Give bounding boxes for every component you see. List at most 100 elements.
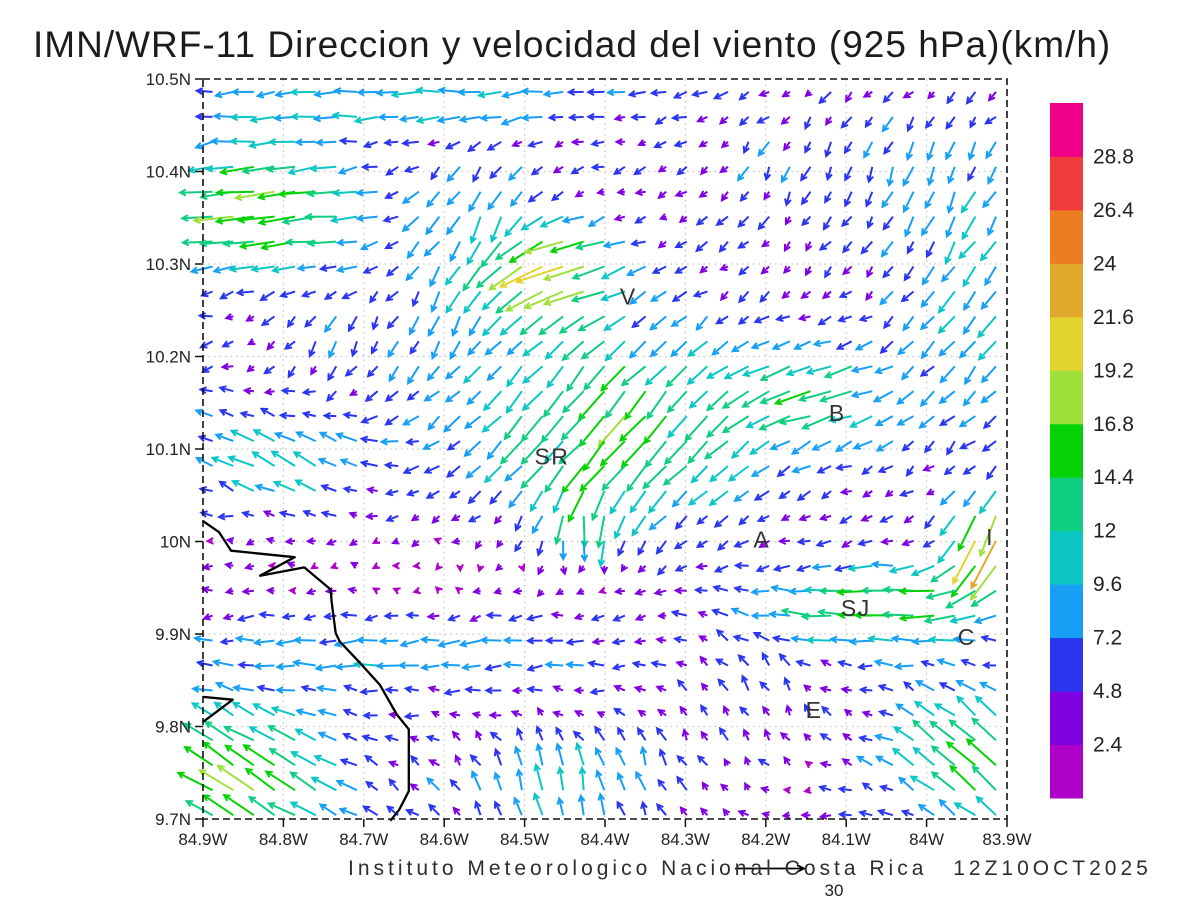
colorbar-block — [1050, 477, 1083, 532]
wind-vector — [250, 264, 275, 273]
wind-vector — [723, 757, 731, 767]
wind-vector — [703, 440, 729, 460]
wind-vector — [205, 536, 214, 545]
wind-vector — [684, 415, 709, 442]
colorbar-block — [1050, 209, 1083, 264]
wind-vector — [472, 587, 481, 595]
wind-vector — [643, 415, 667, 445]
wind-vector — [292, 636, 316, 645]
wind-vector — [672, 90, 688, 99]
wind-vector — [320, 510, 337, 518]
wind-vector — [636, 726, 647, 741]
wind-vector — [237, 661, 254, 669]
wind-vector — [325, 390, 338, 402]
wind-vector — [963, 290, 977, 312]
wind-vector — [861, 465, 873, 476]
wind-vector — [305, 587, 316, 596]
wind-vector — [614, 138, 625, 146]
wind-vector — [980, 365, 997, 384]
wind-vector — [823, 365, 853, 379]
wind-vector — [945, 116, 956, 130]
wind-vector — [875, 440, 894, 452]
wind-vector — [979, 240, 997, 262]
colorbar-label: 12 — [1093, 520, 1116, 543]
wind-vector — [435, 562, 443, 571]
x-tick-label: 83.9W — [982, 830, 1031, 849]
wind-vector — [947, 166, 956, 185]
x-tick-label: 84W — [909, 830, 944, 849]
y-tick-label: 10.5N — [146, 70, 191, 89]
wind-vector — [771, 634, 791, 643]
colorbar-block — [1050, 744, 1083, 799]
wind-vector — [866, 166, 874, 184]
wind-vector — [618, 415, 647, 442]
wind-vector — [719, 263, 729, 271]
wind-vector — [535, 742, 544, 766]
wind-vector — [839, 487, 852, 496]
wind-vector — [840, 215, 853, 228]
wind-vector — [708, 490, 729, 507]
wind-vector — [930, 745, 956, 767]
wind-vector — [975, 795, 997, 816]
wind-vector — [678, 215, 688, 224]
wind-vector — [573, 710, 585, 718]
wind-vector — [930, 771, 956, 791]
wind-vector — [180, 214, 213, 222]
wind-vector — [488, 711, 502, 720]
wind-vector — [446, 440, 461, 451]
wind-vector — [900, 365, 915, 381]
wind-vector — [456, 563, 464, 573]
wind-vector — [409, 340, 420, 355]
wind-vector — [392, 587, 401, 595]
wind-vector — [350, 341, 358, 358]
wind-vector — [252, 703, 275, 717]
wind-vector — [918, 415, 935, 429]
wind-vector — [555, 726, 564, 741]
wind-vector — [252, 638, 275, 647]
wind-vector — [943, 465, 956, 476]
wind-vector — [264, 770, 296, 792]
wind-vector — [586, 88, 605, 96]
wind-vector — [651, 265, 667, 274]
wind-vector — [977, 315, 997, 339]
wind-vector — [778, 652, 791, 667]
wind-vector — [737, 315, 750, 325]
wind-vector — [245, 538, 255, 546]
wind-vector — [577, 315, 605, 332]
wind-vector — [760, 239, 770, 248]
wind-vector — [586, 112, 605, 121]
wind-vector — [817, 315, 832, 326]
wind-vector — [314, 663, 337, 672]
wind-vector — [466, 141, 482, 153]
wind-vector — [773, 390, 811, 406]
wind-vector — [508, 490, 523, 509]
wind-vector — [721, 390, 750, 409]
wind-vector — [600, 565, 609, 575]
wind-vector — [977, 340, 997, 361]
wind-vector — [877, 709, 894, 717]
wind-vector — [349, 561, 359, 569]
wind-vector — [744, 755, 752, 766]
wind-vector — [633, 685, 646, 693]
wind-vector — [863, 141, 874, 159]
colorbar-block — [1050, 156, 1083, 211]
wind-vector — [406, 241, 420, 260]
wind-vector — [437, 86, 461, 95]
wind-vector — [201, 365, 214, 373]
wind-vector — [555, 742, 565, 766]
colorbar-label: 24 — [1093, 252, 1117, 275]
wind-vector — [251, 451, 276, 467]
wind-vector — [239, 410, 255, 419]
wind-vector — [289, 88, 316, 96]
wind-vector — [841, 265, 853, 276]
wind-vector — [733, 585, 749, 593]
colorbar-block — [1050, 263, 1083, 318]
wind-vector — [556, 796, 565, 816]
wind-vector — [803, 684, 812, 692]
wind-vector — [837, 810, 852, 819]
wind-vector — [860, 240, 874, 255]
wind-vector — [536, 589, 545, 598]
wind-vector — [828, 635, 852, 644]
wind-vector — [745, 415, 770, 429]
wind-vector — [278, 411, 296, 420]
